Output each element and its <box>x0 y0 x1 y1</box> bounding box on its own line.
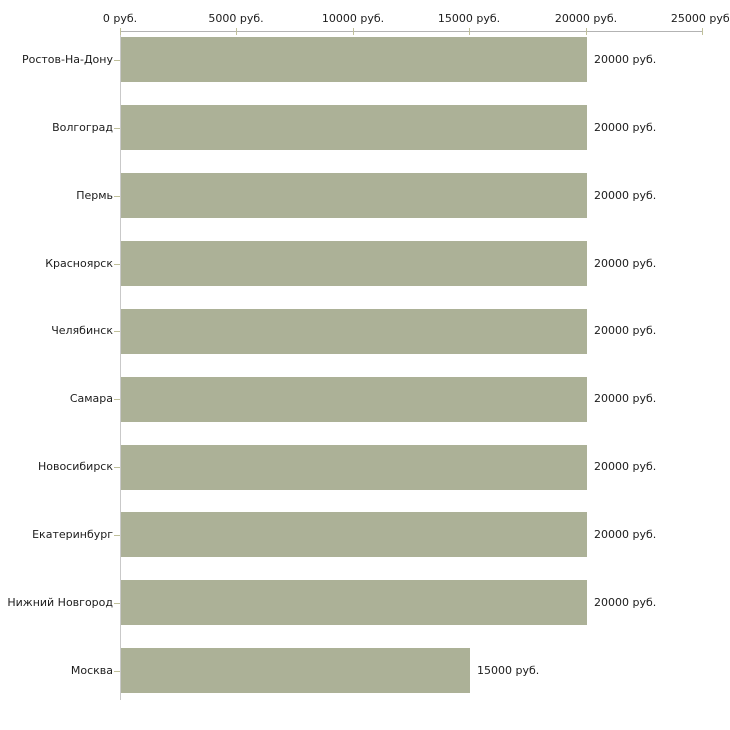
value-label: 20000 руб. <box>594 121 657 134</box>
category-tick <box>114 603 120 604</box>
category-label: Екатеринбург <box>32 528 113 541</box>
category-label: Москва <box>70 664 113 677</box>
bar <box>121 241 587 286</box>
bar <box>121 173 587 218</box>
value-label: 20000 руб. <box>594 528 657 541</box>
x-axis-tick <box>120 28 121 35</box>
category-tick <box>114 399 120 400</box>
x-axis-tick <box>353 28 354 35</box>
x-axis-tick <box>236 28 237 35</box>
value-label: 20000 руб. <box>594 460 657 473</box>
category-label: Челябинск <box>51 324 113 337</box>
y-axis-line <box>120 31 121 700</box>
category-label: Пермь <box>76 189 113 202</box>
x-axis-tick-label: 20000 руб. <box>554 12 618 25</box>
x-axis-tick-label: 25000 руб. <box>670 12 730 25</box>
bar <box>121 377 587 422</box>
category-label: Нижний Новгород <box>7 596 113 609</box>
value-label: 15000 руб. <box>477 664 540 677</box>
value-label: 20000 руб. <box>594 189 657 202</box>
category-tick <box>114 128 120 129</box>
category-tick <box>114 671 120 672</box>
value-label: 20000 руб. <box>594 257 657 270</box>
value-label: 20000 руб. <box>594 596 657 609</box>
x-axis-tick <box>469 28 470 35</box>
category-label: Самара <box>69 392 113 405</box>
category-label: Ростов-На-Дону <box>21 53 113 66</box>
x-axis-tick <box>586 28 587 35</box>
category-label: Красноярск <box>45 257 113 270</box>
x-axis-line <box>120 31 702 32</box>
x-axis-tick-label: 5000 руб. <box>208 12 264 25</box>
x-axis-tick-label: 10000 руб. <box>321 12 385 25</box>
category-label: Новосибирск <box>37 460 113 473</box>
bar <box>121 512 587 557</box>
category-label: Волгоград <box>52 121 113 134</box>
category-tick <box>114 264 120 265</box>
category-tick <box>114 60 120 61</box>
bar <box>121 309 587 354</box>
bar <box>121 445 587 490</box>
x-axis-tick <box>702 28 703 35</box>
value-label: 20000 руб. <box>594 324 657 337</box>
category-tick <box>114 196 120 197</box>
bar <box>121 37 587 82</box>
value-label: 20000 руб. <box>594 392 657 405</box>
bar <box>121 105 587 150</box>
bar <box>121 648 470 693</box>
category-tick <box>114 535 120 536</box>
category-tick <box>114 331 120 332</box>
x-axis-tick-label: 15000 руб. <box>437 12 501 25</box>
category-tick <box>114 467 120 468</box>
bar <box>121 580 587 625</box>
value-label: 20000 руб. <box>594 53 657 66</box>
x-axis-tick-label: 0 руб. <box>102 12 138 25</box>
